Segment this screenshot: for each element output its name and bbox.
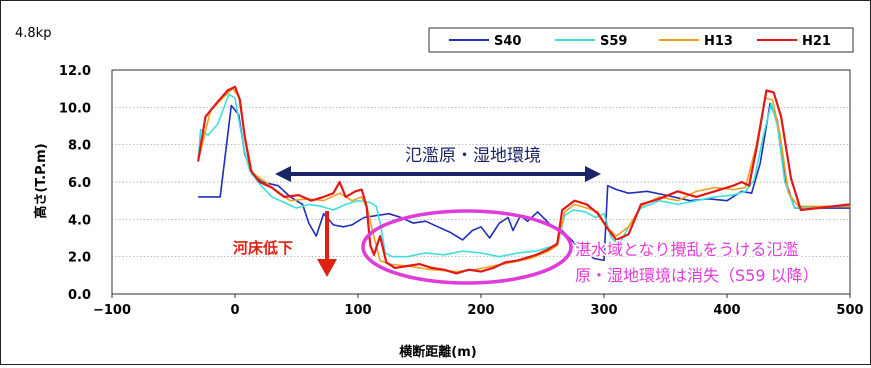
riverbed-annotation: 河床低下 (233, 211, 337, 277)
station-label: 4.8kp (15, 26, 51, 41)
y-tick-label: 4.0 (68, 213, 91, 228)
y-tick-label: 8.0 (68, 139, 91, 154)
riverbed-label: 河床低下 (233, 239, 293, 257)
x-tick-label: 100 (344, 303, 371, 318)
x-tick-labels: −100 0 100 200 300 400 500 (93, 294, 864, 318)
series-line-h21 (197, 85, 851, 275)
series-lines (197, 85, 851, 275)
floodplain-label: 氾濫原・湿地環境 (405, 146, 541, 166)
legend-label-h13: H13 (704, 34, 733, 49)
y-tick-label: 12.0 (59, 64, 91, 79)
x-tick-label: 500 (836, 303, 863, 318)
y-tick-labels: 0.0 2.0 4.0 6.0 8.0 10.0 12.0 (59, 64, 91, 303)
x-tick-label: 300 (590, 303, 617, 318)
loss-text-line2: 原・湿地環境は消失（S59 以降） (575, 266, 819, 285)
y-axis-label: 高さ(T.P.m) (33, 143, 49, 218)
grid-lines (112, 106, 850, 258)
series-line-s59 (197, 93, 851, 258)
legend-label-h21: H21 (802, 34, 831, 49)
x-tick-label: 400 (713, 303, 740, 318)
y-tick-label: 2.0 (68, 251, 91, 266)
loss-annotation: 湛水域となり攪乱をうける氾濫 原・湿地環境は消失（S59 以降） (574, 239, 821, 287)
y-tick-label: 10.0 (59, 101, 91, 116)
legend: S40 S59 H13 H21 (428, 27, 854, 53)
x-tick-label: 200 (467, 303, 494, 318)
legend-label-s40: S40 (494, 34, 521, 49)
riverbed-arrow-head (317, 259, 337, 277)
y-tick-label: 0.0 (68, 288, 91, 303)
x-tick-label: −100 (93, 303, 131, 318)
loss-area-ellipse (361, 209, 573, 285)
legend-label-s59: S59 (600, 34, 627, 49)
floodplain-annotation: 氾濫原・湿地環境 (275, 146, 601, 182)
loss-text-line1: 湛水域となり攪乱をうける氾濫 (575, 240, 799, 259)
y-tick-label: 6.0 (68, 176, 91, 191)
x-axis-label: 横断距離(m) (399, 344, 476, 360)
x-tick-label: 0 (230, 303, 239, 318)
